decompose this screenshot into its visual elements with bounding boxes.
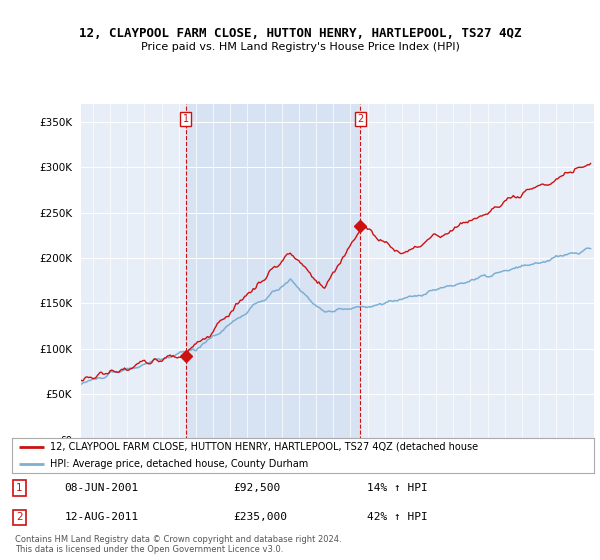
Text: £92,500: £92,500	[233, 483, 280, 493]
Text: 2: 2	[16, 512, 23, 522]
Text: 14% ↑ HPI: 14% ↑ HPI	[367, 483, 428, 493]
Text: 12-AUG-2011: 12-AUG-2011	[64, 512, 139, 522]
Text: 42% ↑ HPI: 42% ↑ HPI	[367, 512, 428, 522]
Text: 12, CLAYPOOL FARM CLOSE, HUTTON HENRY, HARTLEPOOL, TS27 4QZ: 12, CLAYPOOL FARM CLOSE, HUTTON HENRY, H…	[79, 27, 521, 40]
Text: £235,000: £235,000	[233, 512, 287, 522]
Text: 1: 1	[183, 114, 189, 124]
Bar	[186, 104, 361, 440]
Text: 1: 1	[16, 483, 23, 493]
Text: 08-JUN-2001: 08-JUN-2001	[64, 483, 139, 493]
Text: Contains HM Land Registry data © Crown copyright and database right 2024.
This d: Contains HM Land Registry data © Crown c…	[15, 535, 341, 554]
Text: Price paid vs. HM Land Registry's House Price Index (HPI): Price paid vs. HM Land Registry's House …	[140, 42, 460, 52]
Text: HPI: Average price, detached house, County Durham: HPI: Average price, detached house, Coun…	[50, 459, 308, 469]
Text: 2: 2	[357, 114, 364, 124]
Text: 12, CLAYPOOL FARM CLOSE, HUTTON HENRY, HARTLEPOOL, TS27 4QZ (detached house: 12, CLAYPOOL FARM CLOSE, HUTTON HENRY, H…	[50, 442, 478, 452]
